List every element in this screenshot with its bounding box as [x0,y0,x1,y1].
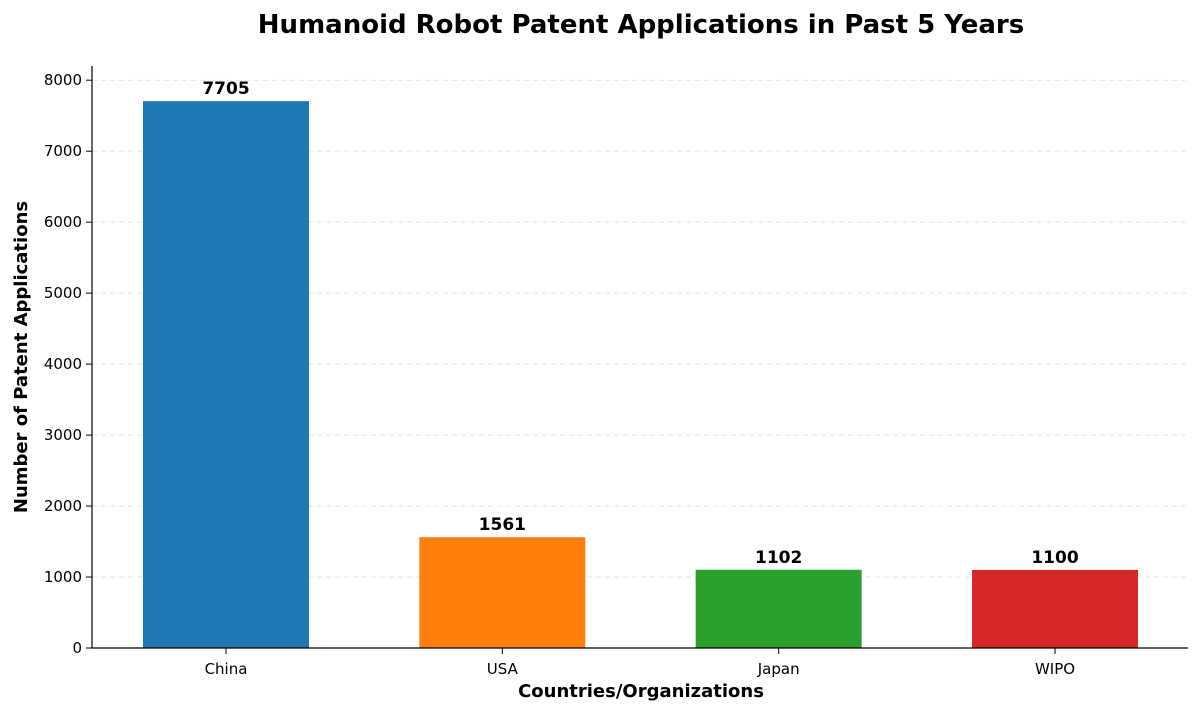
data-label: 7705 [202,79,249,99]
y-tick-label: 3000 [44,426,82,444]
x-tick-label: USA [487,660,519,678]
data-labels-group: 7705 1561 1102 1100 [202,79,1078,568]
data-label: 1100 [1031,548,1078,568]
bar-wipo [972,569,1138,648]
y-tick-label: 2000 [44,497,82,515]
data-label: 1102 [755,548,802,568]
y-ticks-group: 0 1000 2000 3000 4000 5000 6000 7000 8000 [44,71,92,657]
y-tick-label: 0 [72,639,82,657]
y-tick-label: 5000 [44,284,82,302]
x-tick-label: Japan [757,660,800,678]
chart-title: Humanoid Robot Patent Applications in Pa… [258,10,1024,40]
y-tick-label: 7000 [44,142,82,160]
y-tick-label: 6000 [44,213,82,231]
x-axis-label: Countries/Organizations [518,681,764,702]
y-tick-label: 1000 [44,568,82,586]
y-tick-label: 4000 [44,355,82,373]
x-tick-label: WIPO [1035,660,1075,678]
y-axis-label: Number of Patent Applications [11,201,32,513]
data-label: 1561 [479,515,526,535]
y-tick-label: 8000 [44,71,82,89]
x-tick-label: China [205,660,248,678]
axes-group [91,66,1188,649]
bar-china [143,101,309,648]
bar-usa [419,537,586,648]
bar-japan [695,569,862,648]
bars-group [143,101,1138,648]
x-ticks-group: China USA Japan WIPO [205,648,1075,678]
